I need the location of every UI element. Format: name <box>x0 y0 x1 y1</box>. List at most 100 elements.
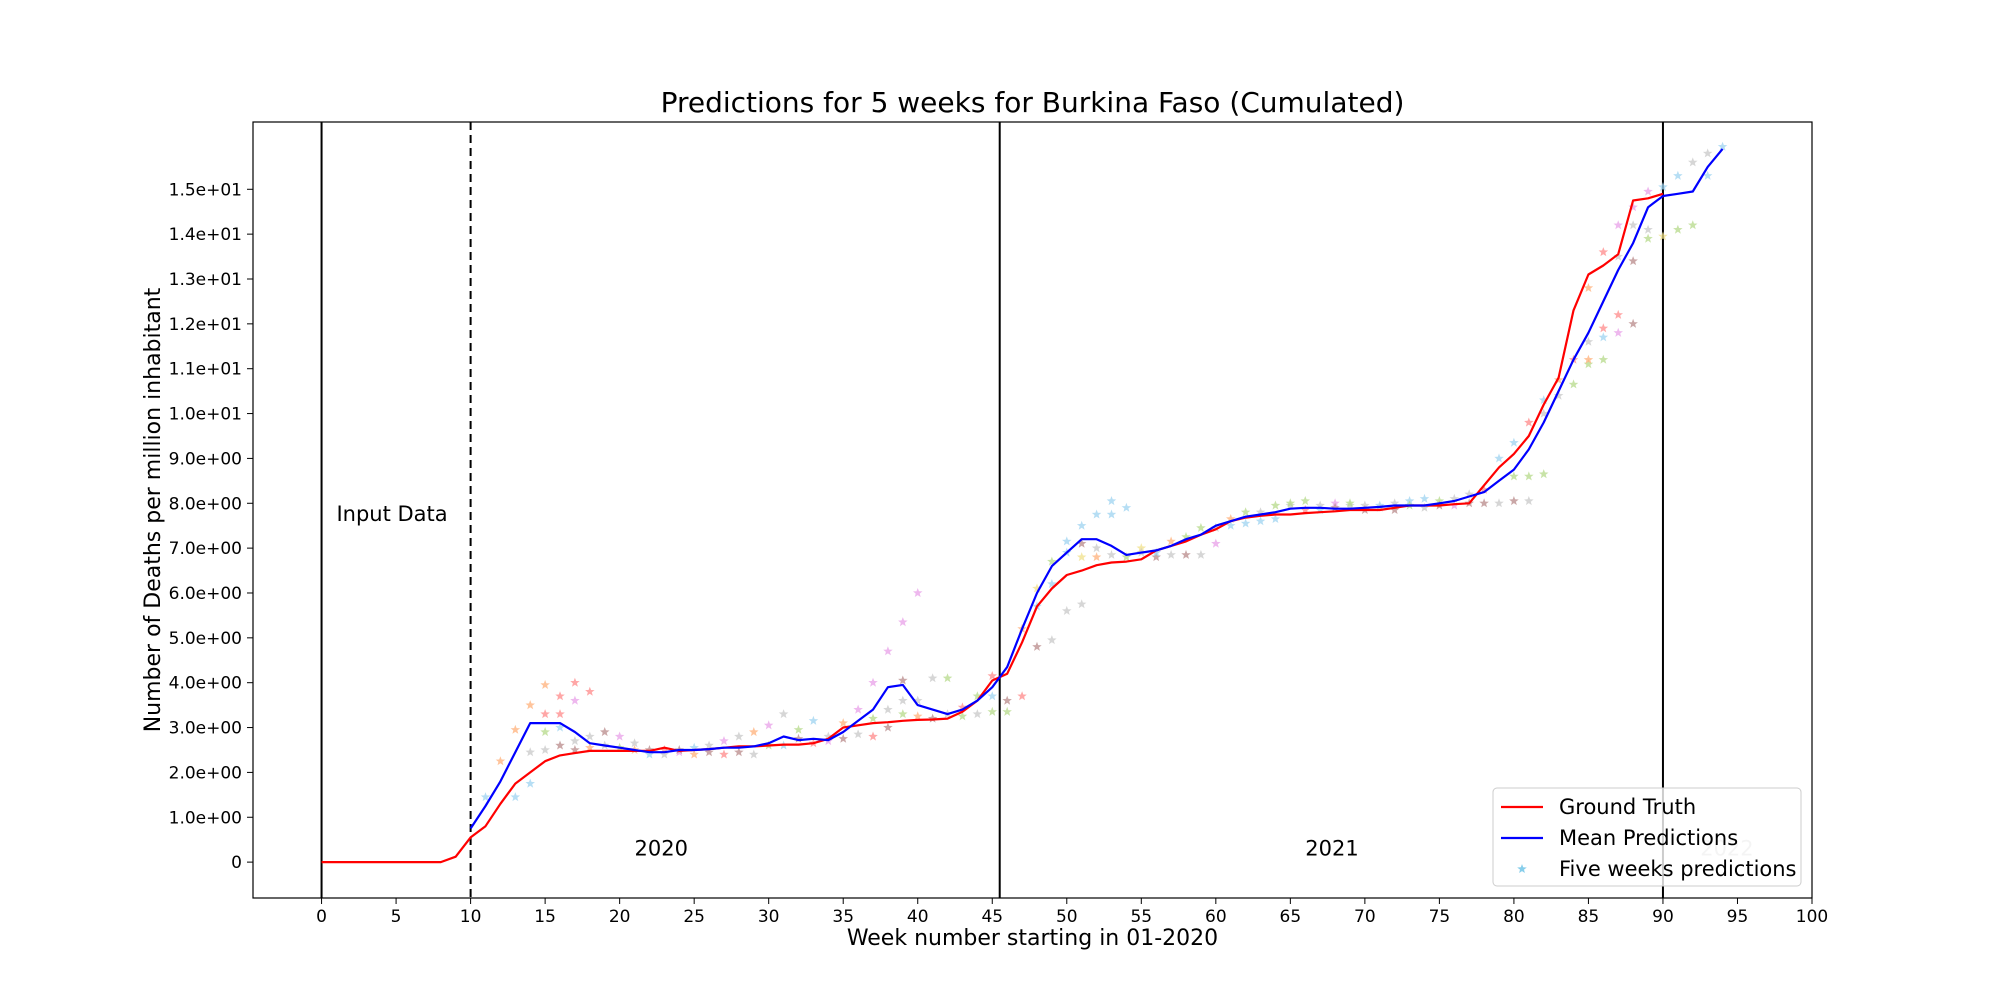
prediction-point <box>838 733 848 743</box>
prediction-point <box>644 749 655 759</box>
prediction-point <box>913 711 923 721</box>
prediction-point <box>823 731 834 741</box>
prediction-point <box>1688 220 1698 230</box>
x-axis-ticks: 0 5 10 15 20 25 30 35 40 45 50 55 60 65 70 75 80 85 90 95 10… <box>316 898 1828 927</box>
prediction-point <box>927 673 938 683</box>
prediction-point <box>1091 509 1102 519</box>
prediction-point <box>1181 531 1191 541</box>
prediction-point <box>1181 549 1191 559</box>
prediction-point <box>1449 493 1459 503</box>
prediction-point <box>1613 251 1623 261</box>
prediction-point <box>853 704 863 714</box>
prediction-point <box>1106 496 1117 506</box>
prediction-point <box>1658 182 1668 192</box>
prediction-point <box>1151 552 1161 562</box>
prediction-point <box>1270 500 1281 510</box>
annotation-2020: 2020 <box>635 836 688 860</box>
series-lines <box>321 148 1724 864</box>
prediction-point <box>927 713 938 723</box>
x-tick-label: 80 <box>1503 907 1525 927</box>
prediction-point <box>1017 691 1027 701</box>
prediction-point <box>793 733 804 743</box>
prediction-point <box>659 745 670 754</box>
prediction-point <box>1315 500 1325 510</box>
prediction-point <box>1598 332 1609 342</box>
legend-label: Mean Predictions <box>1559 826 1738 850</box>
prediction-point <box>883 722 893 732</box>
prediction-point <box>1598 354 1609 364</box>
prediction-point <box>1240 518 1251 528</box>
prediction-point <box>838 718 848 728</box>
prediction-point <box>540 745 550 754</box>
prediction-point <box>600 727 610 737</box>
x-tick-label: 35 <box>832 907 854 927</box>
y-tick-label: 0 <box>231 853 242 873</box>
prediction-point <box>1628 220 1638 230</box>
x-tick-label: 75 <box>1429 907 1451 927</box>
prediction-point <box>1539 395 1549 405</box>
prediction-point <box>719 736 729 746</box>
prediction-point <box>1613 309 1623 319</box>
x-tick-label: 5 <box>391 907 402 927</box>
y-tick-label: 8.0e+00 <box>169 494 242 514</box>
prediction-point <box>1628 202 1638 212</box>
y-tick-label: 5.0e+00 <box>169 629 242 649</box>
prediction-point <box>1658 231 1668 241</box>
prediction-point <box>1598 247 1609 257</box>
x-tick-label: 10 <box>460 907 482 927</box>
prediction-point <box>1062 605 1072 615</box>
x-tick-label: 95 <box>1727 907 1749 927</box>
prediction-point <box>972 691 983 701</box>
prediction-point <box>1226 514 1236 523</box>
y-tick-label: 1.5e+01 <box>169 180 242 200</box>
prediction-point <box>1524 496 1534 506</box>
prediction-point <box>1494 453 1504 463</box>
prediction-point <box>510 724 521 734</box>
prediction-point <box>1524 417 1534 427</box>
prediction-point <box>585 742 595 752</box>
prediction-point <box>1151 547 1161 557</box>
prediction-point <box>1345 498 1355 508</box>
prediction-point <box>734 731 744 741</box>
prediction-point <box>1047 556 1057 566</box>
prediction-point <box>689 742 699 752</box>
legend-label: Ground Truth <box>1559 795 1696 819</box>
prediction-point <box>1688 157 1698 167</box>
chart-title: Predictions for 5 weeks for Burkina Faso… <box>661 86 1405 119</box>
y-tick-label: 9.0e+00 <box>169 449 242 469</box>
five-weeks-predictions-points <box>480 141 1728 802</box>
prediction-point <box>868 713 878 723</box>
x-tick-label: 15 <box>534 907 556 927</box>
prediction-point <box>1091 543 1102 553</box>
y-tick-label: 1.4e+01 <box>169 225 242 245</box>
prediction-point <box>763 720 774 730</box>
prediction-point <box>1628 318 1638 328</box>
x-tick-label: 30 <box>758 907 780 927</box>
y-tick-label: 7.0e+00 <box>169 539 242 559</box>
prediction-point <box>1389 505 1400 514</box>
prediction-point <box>1419 493 1430 503</box>
prediction-point <box>913 588 923 597</box>
prediction-point <box>1047 635 1057 645</box>
prediction-point <box>570 745 580 754</box>
prediction-point <box>749 727 759 737</box>
prediction-point <box>1583 354 1594 364</box>
y-tick-label: 1.0e+01 <box>169 405 242 425</box>
prediction-point <box>1106 509 1117 519</box>
prediction-point <box>1032 583 1042 593</box>
prediction-point <box>614 731 625 741</box>
prediction-point <box>913 695 923 705</box>
prediction-point <box>525 747 535 757</box>
prediction-point <box>555 740 565 750</box>
prediction-point <box>1196 549 1206 559</box>
prediction-point <box>1419 502 1430 512</box>
prediction-point <box>1360 500 1370 510</box>
legend-box <box>1492 787 1802 887</box>
prediction-point <box>704 747 714 757</box>
prediction-point <box>1494 498 1504 508</box>
plot-frame <box>252 121 1813 899</box>
y-tick-label: 4.0e+00 <box>169 674 242 694</box>
legend-star-icon <box>1517 864 1527 873</box>
prediction-point <box>1121 552 1132 562</box>
